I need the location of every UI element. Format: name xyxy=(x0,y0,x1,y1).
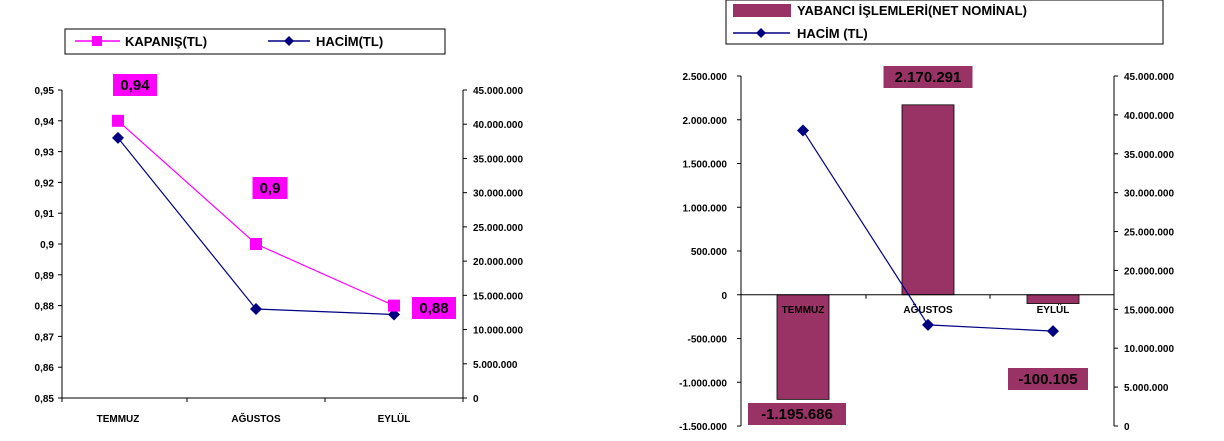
volume-point xyxy=(922,318,934,331)
volume-point xyxy=(1047,325,1059,338)
legend-label-foreign: YABANCI İŞLEMLERİ(NET NOMİNAL) xyxy=(797,3,1027,18)
right-tick-label: 0 xyxy=(1124,422,1130,433)
right-tick-label: 5.000.000 xyxy=(1124,383,1169,394)
closing-series-line xyxy=(117,120,395,307)
closing-point xyxy=(112,114,124,127)
data-label-box xyxy=(748,403,846,425)
data-label-box xyxy=(1008,368,1088,390)
left-tick-label: -500.000 xyxy=(688,335,728,346)
left-tick-label: 1.000.000 xyxy=(683,203,728,214)
legend-label-volume: HACİM(TL) xyxy=(316,34,383,49)
right-tick-label: 25.000.000 xyxy=(1124,228,1174,239)
left-tick-label: -1.000.000 xyxy=(679,378,727,389)
left-tick-label: 0,91 xyxy=(35,209,55,220)
legend-label-closing: KAPANIŞ(TL) xyxy=(125,34,207,49)
left-tick-label: 2.000.000 xyxy=(683,116,728,127)
right-tick-label: 40.000.000 xyxy=(473,120,523,131)
volume-point xyxy=(112,131,124,144)
left-tick-label: 0,89 xyxy=(35,271,55,282)
left-tick-label: 0,86 xyxy=(35,363,55,374)
left-tick-label: -1.500.000 xyxy=(679,422,727,433)
closing-point xyxy=(250,238,262,250)
right-tick-label: 35.000.000 xyxy=(473,154,523,165)
foreign-bar xyxy=(901,104,955,296)
volume-point xyxy=(797,124,809,137)
right-tick-label: 10.000.000 xyxy=(1124,344,1174,355)
right-tick-label: 40.000.000 xyxy=(1124,111,1174,122)
data-label-box xyxy=(883,66,973,88)
foreign-data-label: -100.105 xyxy=(1008,368,1088,390)
data-label-text: -100.105 xyxy=(1018,371,1077,388)
right-tick-label: 35.000.000 xyxy=(1124,150,1174,161)
data-label-text: -1.195.686 xyxy=(761,406,833,423)
right-tick-label: 20.000.000 xyxy=(1124,266,1174,277)
x-tick-label: AĞUSTOS xyxy=(903,303,953,316)
x-tick-label: TEMMUZ xyxy=(97,414,140,425)
legend-label-volume: HACİM (TL) xyxy=(797,26,868,41)
left-tick-label: 0,9 xyxy=(40,240,54,251)
data-label-text: 2.170.291 xyxy=(895,69,962,86)
data-label-text: 0,88 xyxy=(419,300,448,317)
legend: YABANCI İŞLEMLERİ(NET NOMİNAL) HACİM (TL) xyxy=(725,0,1164,45)
right-tick-label: 30.000.000 xyxy=(1124,189,1174,200)
left-tick-label: 500.000 xyxy=(691,247,728,258)
right-tick-label: 15.000.000 xyxy=(1124,305,1174,316)
right-tick-label: 15.000.000 xyxy=(473,291,523,302)
legend-box xyxy=(64,28,446,55)
x-tick-label: EYLÜL xyxy=(1037,303,1070,316)
left-tick-label: 0,93 xyxy=(35,148,55,159)
foreign-data-label: -1.195.686 xyxy=(748,403,846,425)
closing-volume-chart: KAPANIŞ(TL) HACİM(TL)0,950,940,930,920,91… xyxy=(35,28,523,425)
legend: KAPANIŞ(TL) HACİM(TL) xyxy=(64,28,446,55)
data-label-text: 0,94 xyxy=(120,77,150,94)
right-tick-label: 20.000.000 xyxy=(473,257,523,268)
left-tick-label: 0,92 xyxy=(35,178,55,189)
right-tick-label: 10.000.000 xyxy=(473,326,523,337)
right-tick-label: 5.000.000 xyxy=(473,360,518,371)
left-tick-label: 0 xyxy=(721,291,727,302)
foreign-bar xyxy=(776,294,830,400)
foreign-data-label: 2.170.291 xyxy=(883,66,973,88)
closing-data-label: 0,94 xyxy=(113,74,157,96)
x-tick-label: EYLÜL xyxy=(378,412,411,425)
left-tick-label: 1.500.000 xyxy=(683,160,728,171)
left-tick-label: 0,95 xyxy=(35,86,55,97)
left-tick-label: 0,87 xyxy=(35,332,55,343)
legend-swatch-foreign xyxy=(733,4,791,17)
left-tick-label: 0,94 xyxy=(35,117,55,128)
right-tick-label: 25.000.000 xyxy=(473,223,523,234)
left-tick-label: 0,88 xyxy=(35,302,55,313)
right-tick-label: 30.000.000 xyxy=(473,189,523,200)
right-tick-label: 45.000.000 xyxy=(1124,72,1174,83)
left-tick-label: 0,85 xyxy=(35,394,55,405)
foreign-bar xyxy=(1026,294,1080,304)
data-label-box xyxy=(113,74,157,96)
legend-marker-closing xyxy=(92,36,102,46)
closing-point xyxy=(388,299,400,312)
data-label-box xyxy=(412,297,456,319)
foreign-trades-chart: YABANCI İŞLEMLERİ(NET NOMİNAL) HACİM (TL)… xyxy=(679,0,1174,433)
right-tick-label: 0 xyxy=(473,394,479,405)
right-tick-label: 45.000.000 xyxy=(473,86,523,97)
legend-marker-volume xyxy=(284,36,294,46)
closing-data-label: 0,88 xyxy=(412,297,456,319)
left-tick-label: 2.500.000 xyxy=(683,72,728,83)
closing-data-label: 0,9 xyxy=(252,177,288,199)
legend-marker-volume xyxy=(756,28,766,38)
data-label-text: 0,9 xyxy=(260,180,281,197)
x-tick-label: TEMMUZ xyxy=(782,305,825,316)
data-label-box xyxy=(252,177,288,199)
legend-box xyxy=(725,0,1164,45)
volume-series-line xyxy=(117,137,395,316)
volume-point xyxy=(250,303,262,316)
x-tick-label: AĞUSTOS xyxy=(231,412,281,425)
